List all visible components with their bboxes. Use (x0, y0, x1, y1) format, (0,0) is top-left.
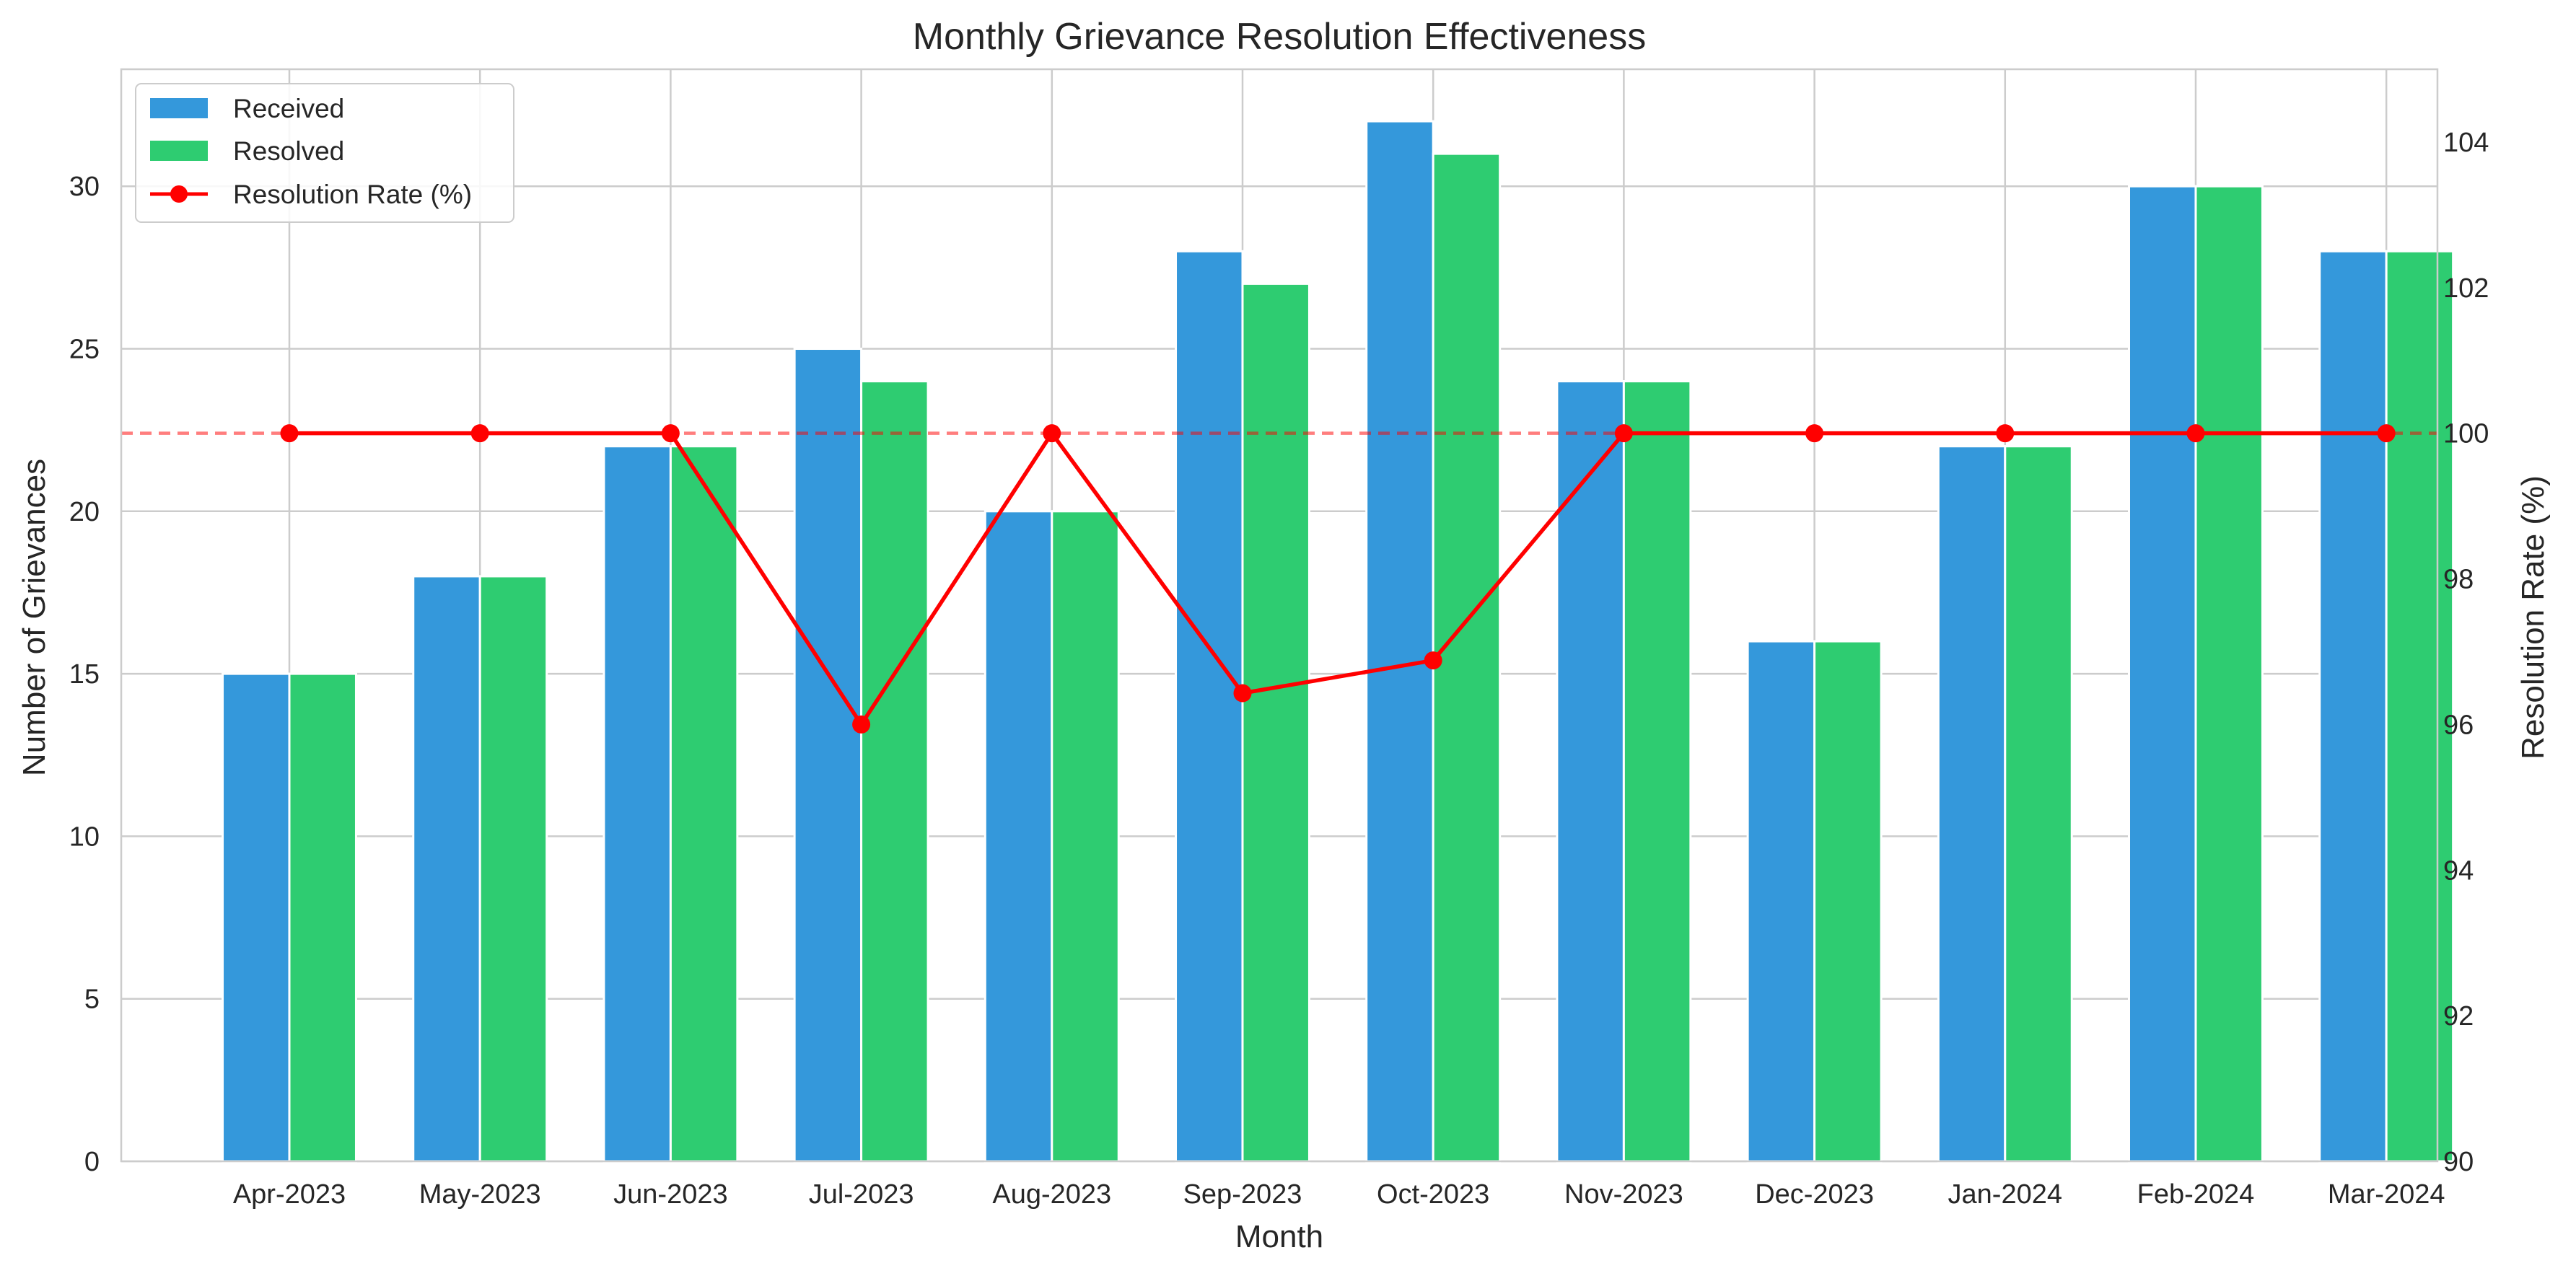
y2-tick-label: 102 (2443, 273, 2489, 304)
x-tick-label: Mar-2024 (2328, 1179, 2445, 1210)
bar-received (2128, 185, 2197, 1163)
rate-point (470, 424, 489, 443)
bar-resolved (1622, 380, 1692, 1163)
y-tick-label: 20 (69, 497, 100, 527)
chart-title: Monthly Grievance Resolution Effectivene… (913, 16, 1646, 58)
rate-point (1043, 424, 1061, 443)
y-tick-label: 30 (69, 172, 100, 202)
rate-point (280, 424, 299, 443)
bar-resolved (288, 672, 357, 1163)
rate-point (1614, 424, 1633, 443)
y2-tick-label: 96 (2443, 710, 2474, 740)
plot-frame (120, 68, 2439, 1163)
y-tick-label: 0 (84, 1147, 100, 1177)
legend-swatch-received (150, 98, 208, 118)
legend-label-rate: Resolution Rate (%) (233, 180, 472, 209)
x-tick-label: Sep-2023 (1183, 1179, 1302, 1210)
bar-resolved (2004, 445, 2073, 1163)
bar-resolved (1432, 152, 1502, 1163)
legend-label-received: Received (233, 94, 344, 123)
x-tick-label: Jun-2023 (613, 1179, 727, 1210)
legend-swatch-resolved (150, 141, 208, 161)
bar-resolved (2385, 250, 2455, 1163)
y-axis-label: Number of Grievances (17, 459, 52, 776)
legend-swatch-rate-marker (170, 185, 188, 203)
x-tick-label: Apr-2023 (233, 1179, 346, 1210)
rate-point (2377, 424, 2396, 443)
y2-tick-label: 92 (2443, 1001, 2474, 1031)
y2-axis-label: Resolution Rate (%) (2515, 475, 2551, 760)
bar-resolved (1813, 640, 1883, 1163)
y2-tick-label: 104 (2443, 128, 2489, 158)
bar-resolved (2194, 185, 2264, 1163)
bar-received (793, 348, 863, 1163)
rate-point (661, 424, 680, 443)
bar-resolved (478, 575, 548, 1163)
bar-resolved (860, 380, 929, 1163)
y2-tick-label: 90 (2443, 1147, 2474, 1177)
rate-point (1996, 424, 2015, 443)
y-tick-label: 10 (69, 822, 100, 852)
legend: Received Resolved Resolution Rate (%) (135, 83, 514, 223)
rate-point (1233, 684, 1252, 703)
rate-point (1805, 424, 1824, 443)
bar-received (1746, 640, 1816, 1163)
bar-resolved (669, 445, 739, 1163)
y2-tick-label: 100 (2443, 419, 2489, 449)
bar-received (1365, 120, 1434, 1163)
bar-received (1556, 380, 1625, 1163)
x-tick-label: Nov-2023 (1564, 1179, 1683, 1210)
legend-label-resolved: Resolved (233, 136, 344, 166)
rate-line-layer (280, 424, 2396, 734)
x-tick-label: Oct-2023 (1377, 1179, 1489, 1210)
rate-point (852, 715, 871, 734)
x-tick-label: May-2023 (419, 1179, 541, 1210)
bar-resolved (1241, 282, 1310, 1163)
bar-received (1937, 445, 2007, 1163)
legend-box (135, 83, 514, 223)
rate-point (1424, 651, 1442, 670)
rate-line (289, 431, 2387, 727)
x-tick-label: Dec-2023 (1755, 1179, 1874, 1210)
bar-received (412, 575, 481, 1163)
y-tick-label: 5 (84, 985, 100, 1015)
tick-labels: Apr-2023 May-2023 Jun-2023 Jul-2023 Aug-2023… (69, 128, 2489, 1210)
bars-layer (222, 120, 2455, 1163)
bar-resolved (1051, 510, 1120, 1163)
y-tick-label: 15 (69, 659, 100, 690)
rate-point (2186, 424, 2205, 443)
bar-received (603, 445, 672, 1163)
x-tick-label: Jul-2023 (809, 1179, 914, 1210)
y-tick-label: 25 (69, 335, 100, 365)
plot-border (120, 68, 2439, 1163)
x-tick-label: Aug-2023 (992, 1179, 1111, 1210)
y2-tick-label: 98 (2443, 565, 2474, 595)
bar-received (222, 672, 291, 1163)
x-tick-label: Jan-2024 (1948, 1179, 2062, 1210)
bar-received (983, 510, 1053, 1163)
bar-received (1175, 250, 1244, 1163)
y2-tick-label: 94 (2443, 855, 2474, 886)
bar-received (2318, 250, 2388, 1163)
x-tick-label: Feb-2024 (2137, 1179, 2255, 1210)
x-axis-label: Month (1235, 1219, 1323, 1254)
